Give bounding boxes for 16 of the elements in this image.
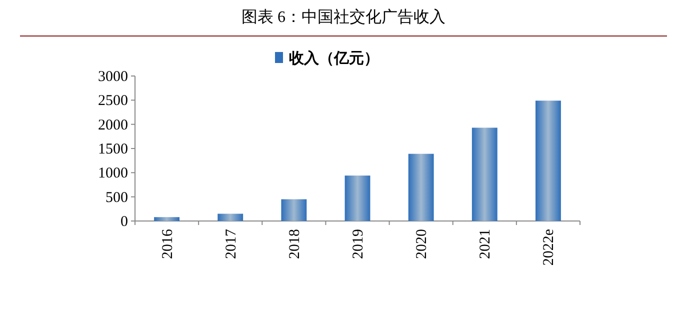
y-tick-label: 500 — [106, 190, 128, 206]
y-tick-label: 2000 — [98, 117, 128, 134]
x-tick-label: 2017 — [223, 228, 240, 259]
y-tick-label: 3000 — [98, 69, 128, 85]
legend-label: 收入（亿元） — [289, 50, 379, 67]
x-tick-label: 2022e — [541, 228, 558, 266]
y-tick-label: 1500 — [98, 142, 128, 158]
x-tick-label: 2019 — [350, 229, 366, 259]
y-tick-label: 2500 — [98, 93, 128, 110]
x-tick-label: 2018 — [286, 229, 303, 259]
chart-title: 图表 6：中国社交化广告收入 — [242, 8, 446, 26]
x-tick-label: 2021 — [478, 229, 494, 259]
x-tick-label: 2016 — [160, 228, 176, 259]
x-tick-label: 2020 — [414, 229, 430, 259]
y-tick-label: 0 — [120, 214, 128, 230]
y-tick-label: 1000 — [98, 166, 128, 182]
